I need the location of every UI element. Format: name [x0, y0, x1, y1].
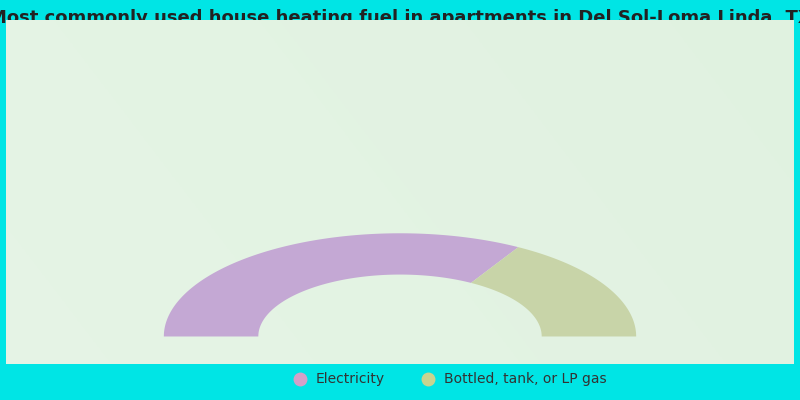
Text: Most commonly used house heating fuel in apartments in Del Sol-Loma Linda, TX: Most commonly used house heating fuel in…	[0, 9, 800, 27]
Text: Electricity: Electricity	[316, 372, 385, 386]
Text: City-Data.com: City-Data.com	[666, 74, 750, 86]
Polygon shape	[471, 247, 636, 336]
Text: Bottled, tank, or LP gas: Bottled, tank, or LP gas	[444, 372, 606, 386]
Polygon shape	[164, 233, 518, 336]
